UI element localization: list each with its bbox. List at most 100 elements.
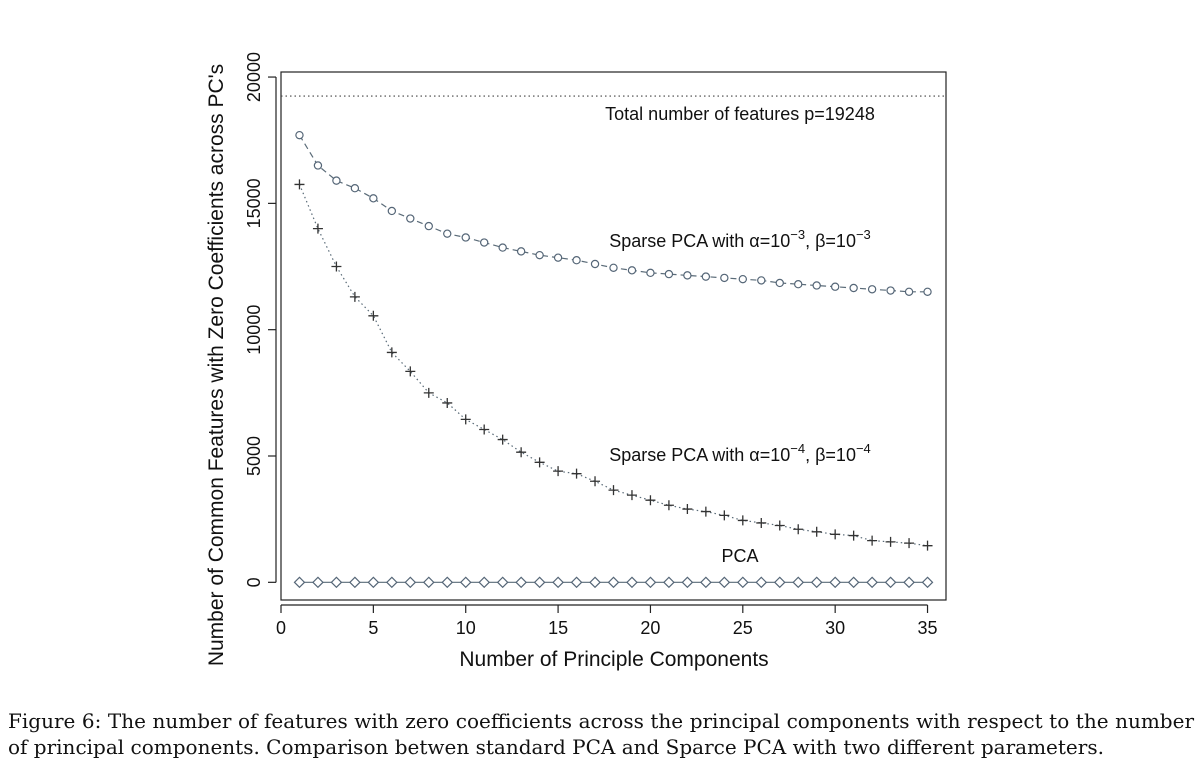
diamond-point [810,576,823,589]
circle-point [535,250,544,260]
plus-point [700,506,711,517]
diamond-point [441,576,454,589]
plus-point [737,515,748,526]
series-label: Sparse PCA with α=10−3, β=10−3 [609,227,871,251]
circle-point [812,281,821,290]
circle-point [720,273,729,283]
circle-point [387,206,397,216]
diamond-point [847,576,860,589]
plus-point [811,526,822,537]
diamond-point [330,576,343,589]
diamond-point [903,576,915,589]
plus-point [645,495,656,506]
y-tick-label: 5000 [244,436,264,476]
line-chart: 0 5 10 15 20 25 30 35 0 5000 10000 15000 20000 Tota… [205,52,947,671]
x-axis: 0 5 10 15 20 25 30 35 [276,604,938,638]
plus-point [479,424,490,435]
y-axis: 0 5000 10000 15000 20000 [244,52,277,587]
y-tick-label: 20000 [244,52,264,102]
plus-point [904,538,915,549]
plus-point [405,366,416,377]
circle-point [369,194,378,203]
plus-point [590,476,601,487]
circle-point [775,278,784,288]
circle-point [683,271,692,280]
circle-point [886,286,895,295]
plus-point [885,536,896,547]
circle-point [849,283,858,293]
y-tick-label: 10000 [244,305,264,355]
diamond-point [533,576,546,589]
diamond-point [478,576,491,589]
series-label-text: , β=10 [805,445,856,465]
series-label-exponent: −3 [856,227,871,242]
circle-point [406,214,415,223]
series-label-text: Sparse PCA with α=10 [609,445,790,465]
x-tick-label: 5 [368,618,378,638]
x-tick-label: 15 [548,618,568,638]
diamond-point [736,576,749,589]
diamond-point [515,576,527,589]
series-label-text: Sparse PCA with α=10 [609,231,790,251]
x-tick-label: 0 [276,618,286,638]
series-layer [293,130,934,589]
y-tick-label: 0 [244,577,264,587]
diamond-point [459,576,472,589]
circle-point [867,285,877,294]
plus-point [774,520,785,531]
diamond-point [755,576,768,589]
plus-point [553,466,564,477]
diamond-point [681,576,694,589]
diamond-point [773,576,786,589]
x-tick-label: 30 [825,618,845,638]
plus-point [386,347,397,358]
diamond-point [367,576,380,589]
circle-point [627,266,637,275]
circle-point [923,287,932,296]
figure-caption: Figure 6: The number of features with ze… [8,709,1194,759]
plot-frame [280,71,947,601]
circle-point [498,243,507,252]
x-tick-label: 20 [640,618,660,638]
diamond-point [422,576,435,589]
plus-point [848,530,859,541]
diamond-point [718,576,731,589]
plus-point [460,414,471,425]
diamond-point [570,576,583,589]
series-label: PCA [721,546,758,566]
plus-point [867,535,878,546]
diamond-point [607,576,620,589]
diamond-point [552,576,564,589]
circle-point [332,176,341,185]
series-label-exponent: −4 [790,441,805,456]
x-axis-title: Number of Principle Components [459,648,768,671]
y-axis-title: Number of Common Features with Zero Coef… [205,64,228,666]
plus-point [793,524,804,535]
diamond-point [866,576,878,589]
circle-point [443,229,452,238]
plus-point [626,490,637,501]
circle-point [904,287,914,296]
series-label-text: , β=10 [805,231,856,251]
circle-point [295,130,304,140]
circle-point [757,276,766,285]
plus-point [756,517,767,528]
x-tick-label: 25 [733,618,753,638]
diamond-point [921,576,934,589]
circle-point [646,268,655,278]
plus-point [922,540,933,551]
diamond-point [589,576,601,589]
circle-point [479,238,489,247]
plus-point [663,500,674,511]
x-tick-label: 35 [918,618,938,638]
diamond-point [385,576,398,589]
plus-point [830,529,841,540]
diamond-point [884,576,897,589]
circle-point [461,233,470,242]
circle-point [553,253,563,262]
plus-point [331,261,342,272]
circle-point [516,247,526,256]
plus-point [349,291,360,302]
series-label: Sparse PCA with α=10−4, β=10−4 [609,441,871,465]
